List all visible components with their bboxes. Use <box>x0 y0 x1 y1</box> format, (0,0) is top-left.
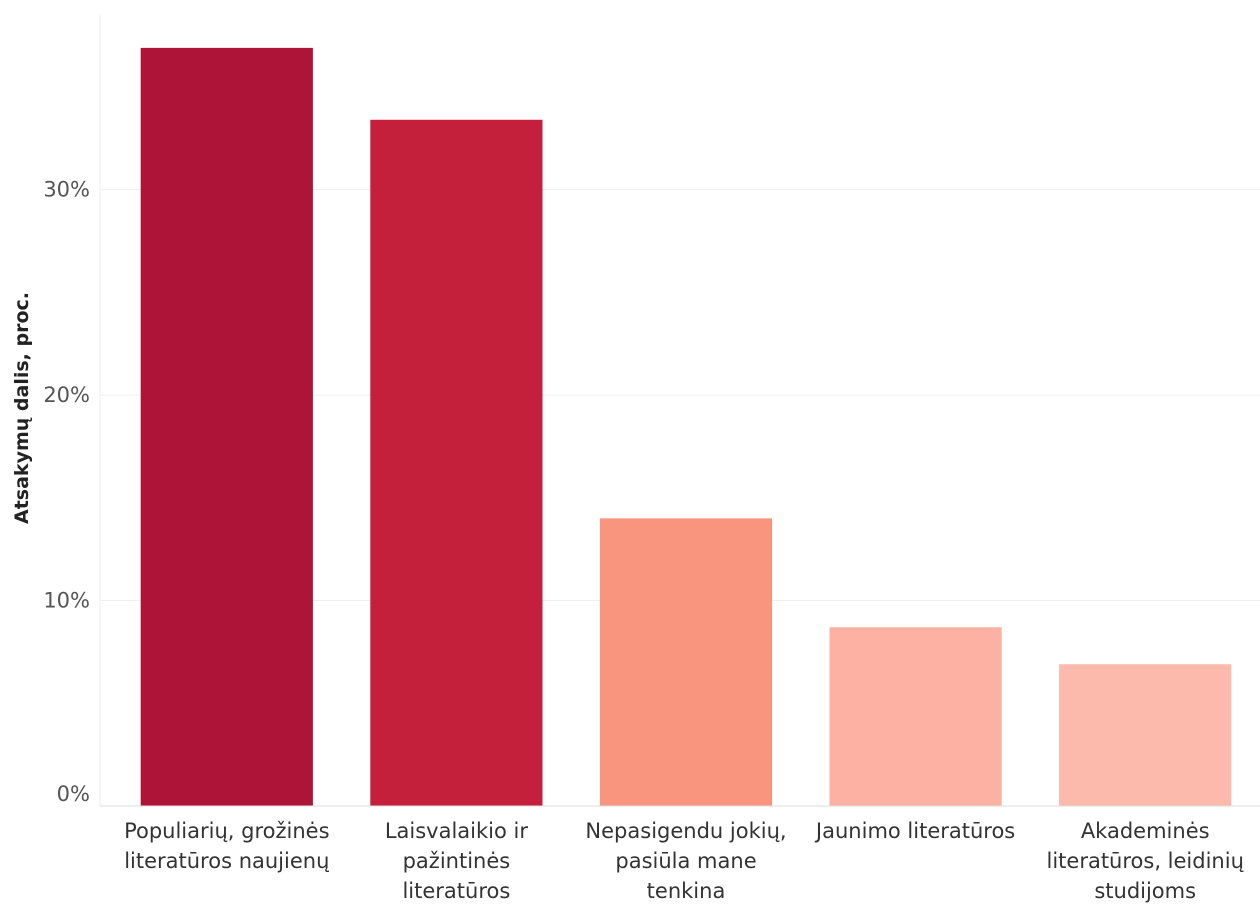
x-category-label: Populiarių, grožinės literatūros naujienų <box>124 819 329 873</box>
y-tick-label: 10% <box>43 589 90 613</box>
bar <box>1059 664 1232 806</box>
bar <box>599 518 773 806</box>
bar <box>829 627 1002 806</box>
y-tick-labels: 0% 10% 20% 30% <box>43 178 90 806</box>
x-category-label: Akademinės literatūros, leidinių studijoms <box>1047 819 1244 903</box>
y-tick-label: 30% <box>43 178 90 202</box>
x-category-label: Jaunimo literatūros <box>814 819 1015 843</box>
bar <box>370 119 543 807</box>
x-category-label: Laisvalaikio ir pažintinės literatūros <box>385 819 529 903</box>
x-category-label: Nepasigendu jokių, pasiūla mane tenkina <box>585 819 786 903</box>
y-tick-label: 0% <box>57 782 90 806</box>
x-category-labels: Populiarių, grožinės literatūros naujienų… <box>124 819 1244 903</box>
bar <box>140 47 313 806</box>
y-axis-label: Atsakymų dalis, proc. <box>11 292 33 524</box>
bars <box>140 47 1232 807</box>
y-tick-label: 20% <box>43 383 90 407</box>
